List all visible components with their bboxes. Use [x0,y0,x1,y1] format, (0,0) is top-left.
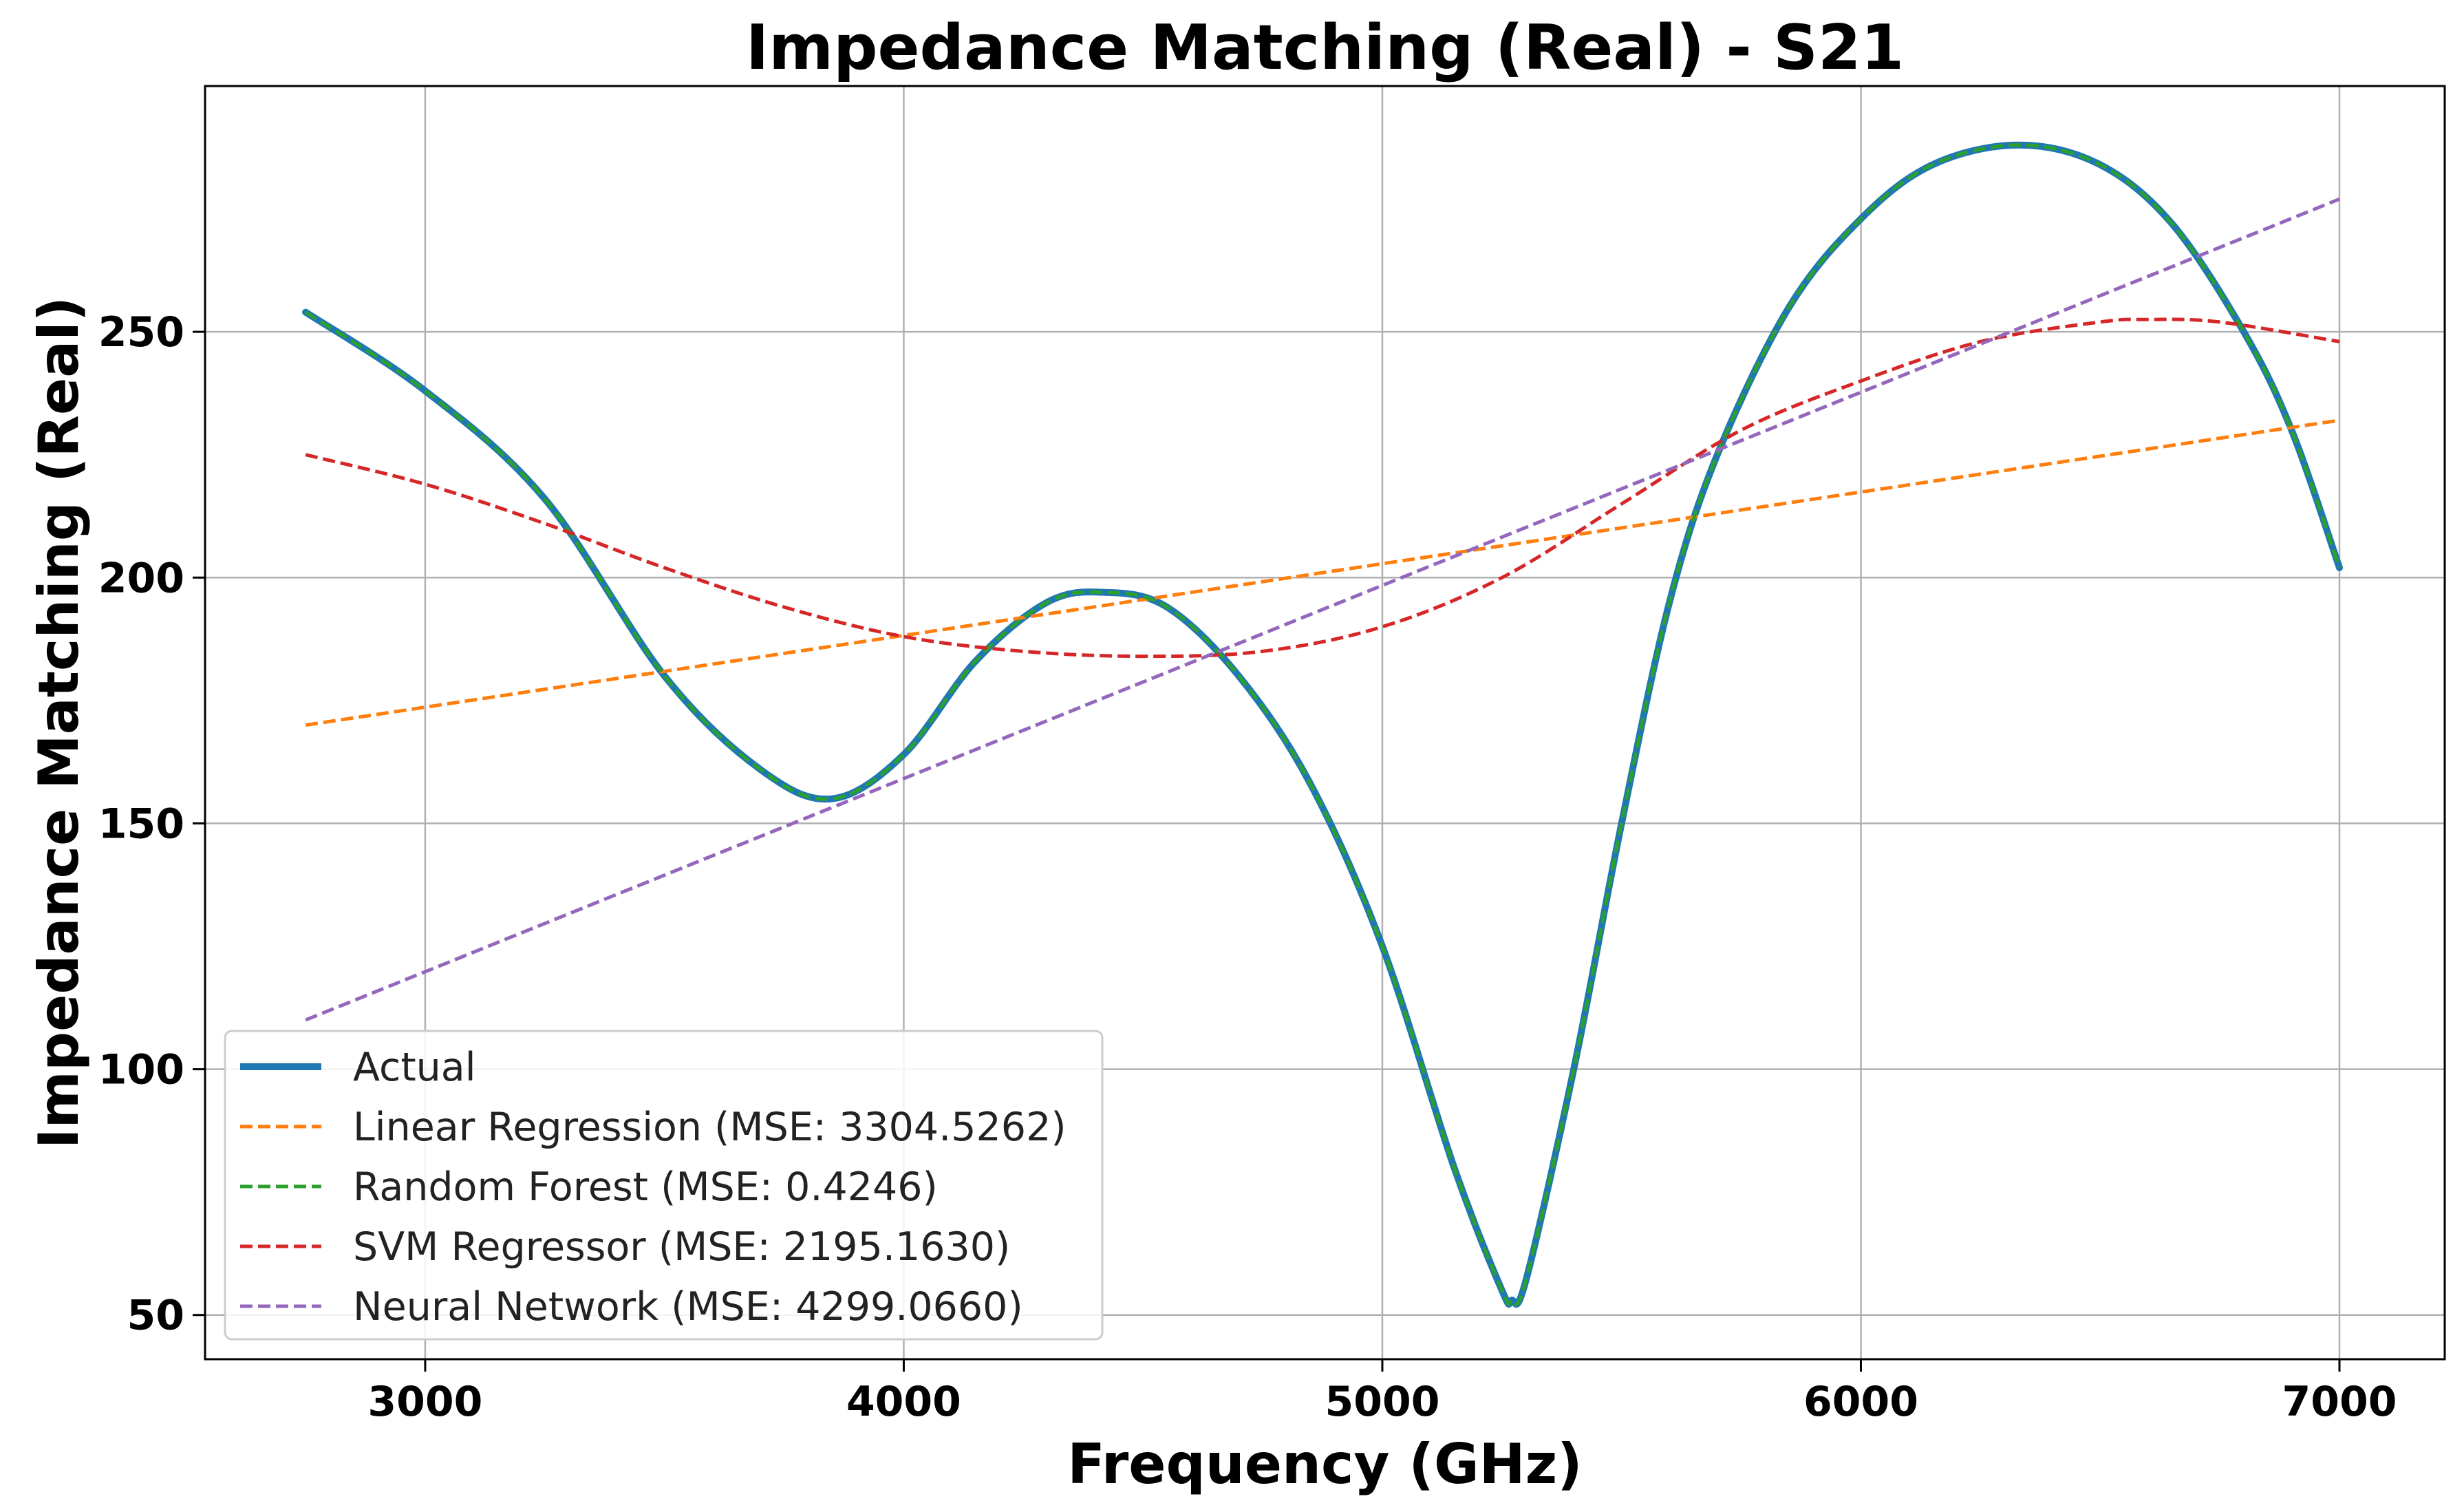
y-tick-label: 50 [127,1292,185,1340]
series-group [302,141,2343,1308]
x-axis-label: Frequency (GHz) [1067,1432,1582,1496]
y-tick-label: 200 [98,554,184,602]
x-tick-label: 5000 [1325,1378,1439,1426]
series-line-neural-network [305,197,2340,1022]
plot-frame [204,85,2446,1361]
y-tick-label: 100 [98,1046,184,1094]
x-tick-label: 3000 [367,1378,482,1426]
y-axis-label: Impedance Matching (Real) [27,297,91,1149]
grid [205,86,2445,1359]
y-tick-label: 150 [98,800,184,848]
legend-label: Actual [353,1045,476,1090]
series-line-random-forest [304,143,2342,1306]
series-line-linear-regression [305,418,2340,727]
legend-label: Neural Network (MSE: 4299.0660) [353,1284,1023,1330]
y-tick-label: 250 [98,308,184,356]
legend-label: Linear Regression (MSE: 3304.5262) [353,1105,1067,1150]
legend-label: SVM Regressor (MSE: 2195.1630) [353,1224,1010,1270]
x-tick-label: 4000 [846,1378,961,1426]
x-tick-label: 6000 [1803,1378,1918,1426]
ticks: 3000 4000 5000 6000 7000 50 100 150 200 250 [98,308,2397,1426]
chart-title: Impedance Matching (Real) - S21 [746,12,1904,84]
x-tick-label: 7000 [2282,1378,2397,1426]
legend: Actual Linear Regression (MSE: 3304.5262)… [224,1030,1104,1341]
legend-box [224,1030,1104,1341]
series-line-svm-regressor [305,317,2340,659]
legend-label: Random Forest (MSE: 0.4246) [353,1164,938,1210]
